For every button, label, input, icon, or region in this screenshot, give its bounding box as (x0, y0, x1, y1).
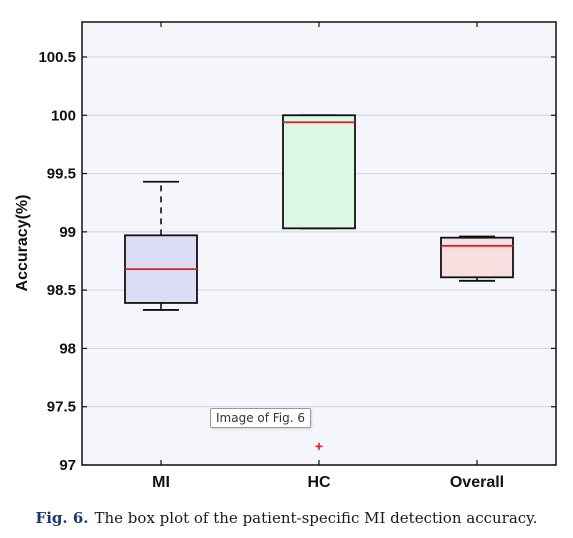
y-axis-ticks: 97 97.5 98 98.5 99 99.5 100 100.5 (38, 49, 556, 474)
y-tick-label: 98.5 (47, 282, 76, 299)
y-tick-label: 97.5 (47, 399, 76, 416)
box-mi (124, 180, 198, 311)
image-tooltip: Image of Fig. 6 (210, 408, 312, 428)
x-axis-ticks: MI HC Overall (152, 22, 504, 491)
plot-frame (81, 21, 557, 466)
y-tick-label: 100.5 (38, 49, 76, 66)
y-tick-label: 98 (59, 340, 76, 357)
outlier-marker (315, 442, 323, 450)
x-tick-label: HC (307, 474, 331, 491)
figure-caption: Fig. 6. The box plot of the patient-speci… (0, 509, 573, 527)
y-tick-label: 99.5 (47, 166, 76, 183)
box-body (440, 236, 514, 279)
x-tick-label: MI (152, 474, 170, 491)
x-tick-label: Overall (450, 474, 504, 491)
figure-label: Fig. 6. (35, 509, 89, 527)
y-tick-label: 100 (51, 107, 76, 124)
y-tick-label: 97 (59, 457, 76, 474)
y-axis-title: Accuracy(%) (14, 195, 31, 292)
caption-text: The box plot of the patient-specific MI … (94, 509, 538, 527)
box-overall (440, 235, 514, 282)
box-hc (282, 114, 356, 450)
box-body (282, 114, 356, 230)
y-tick-label: 99 (59, 224, 76, 241)
boxes (124, 114, 514, 450)
box-plot-chart: 97 97.5 98 98.5 99 99.5 100 100.5 MI HC Overall A… (14, 21, 557, 491)
